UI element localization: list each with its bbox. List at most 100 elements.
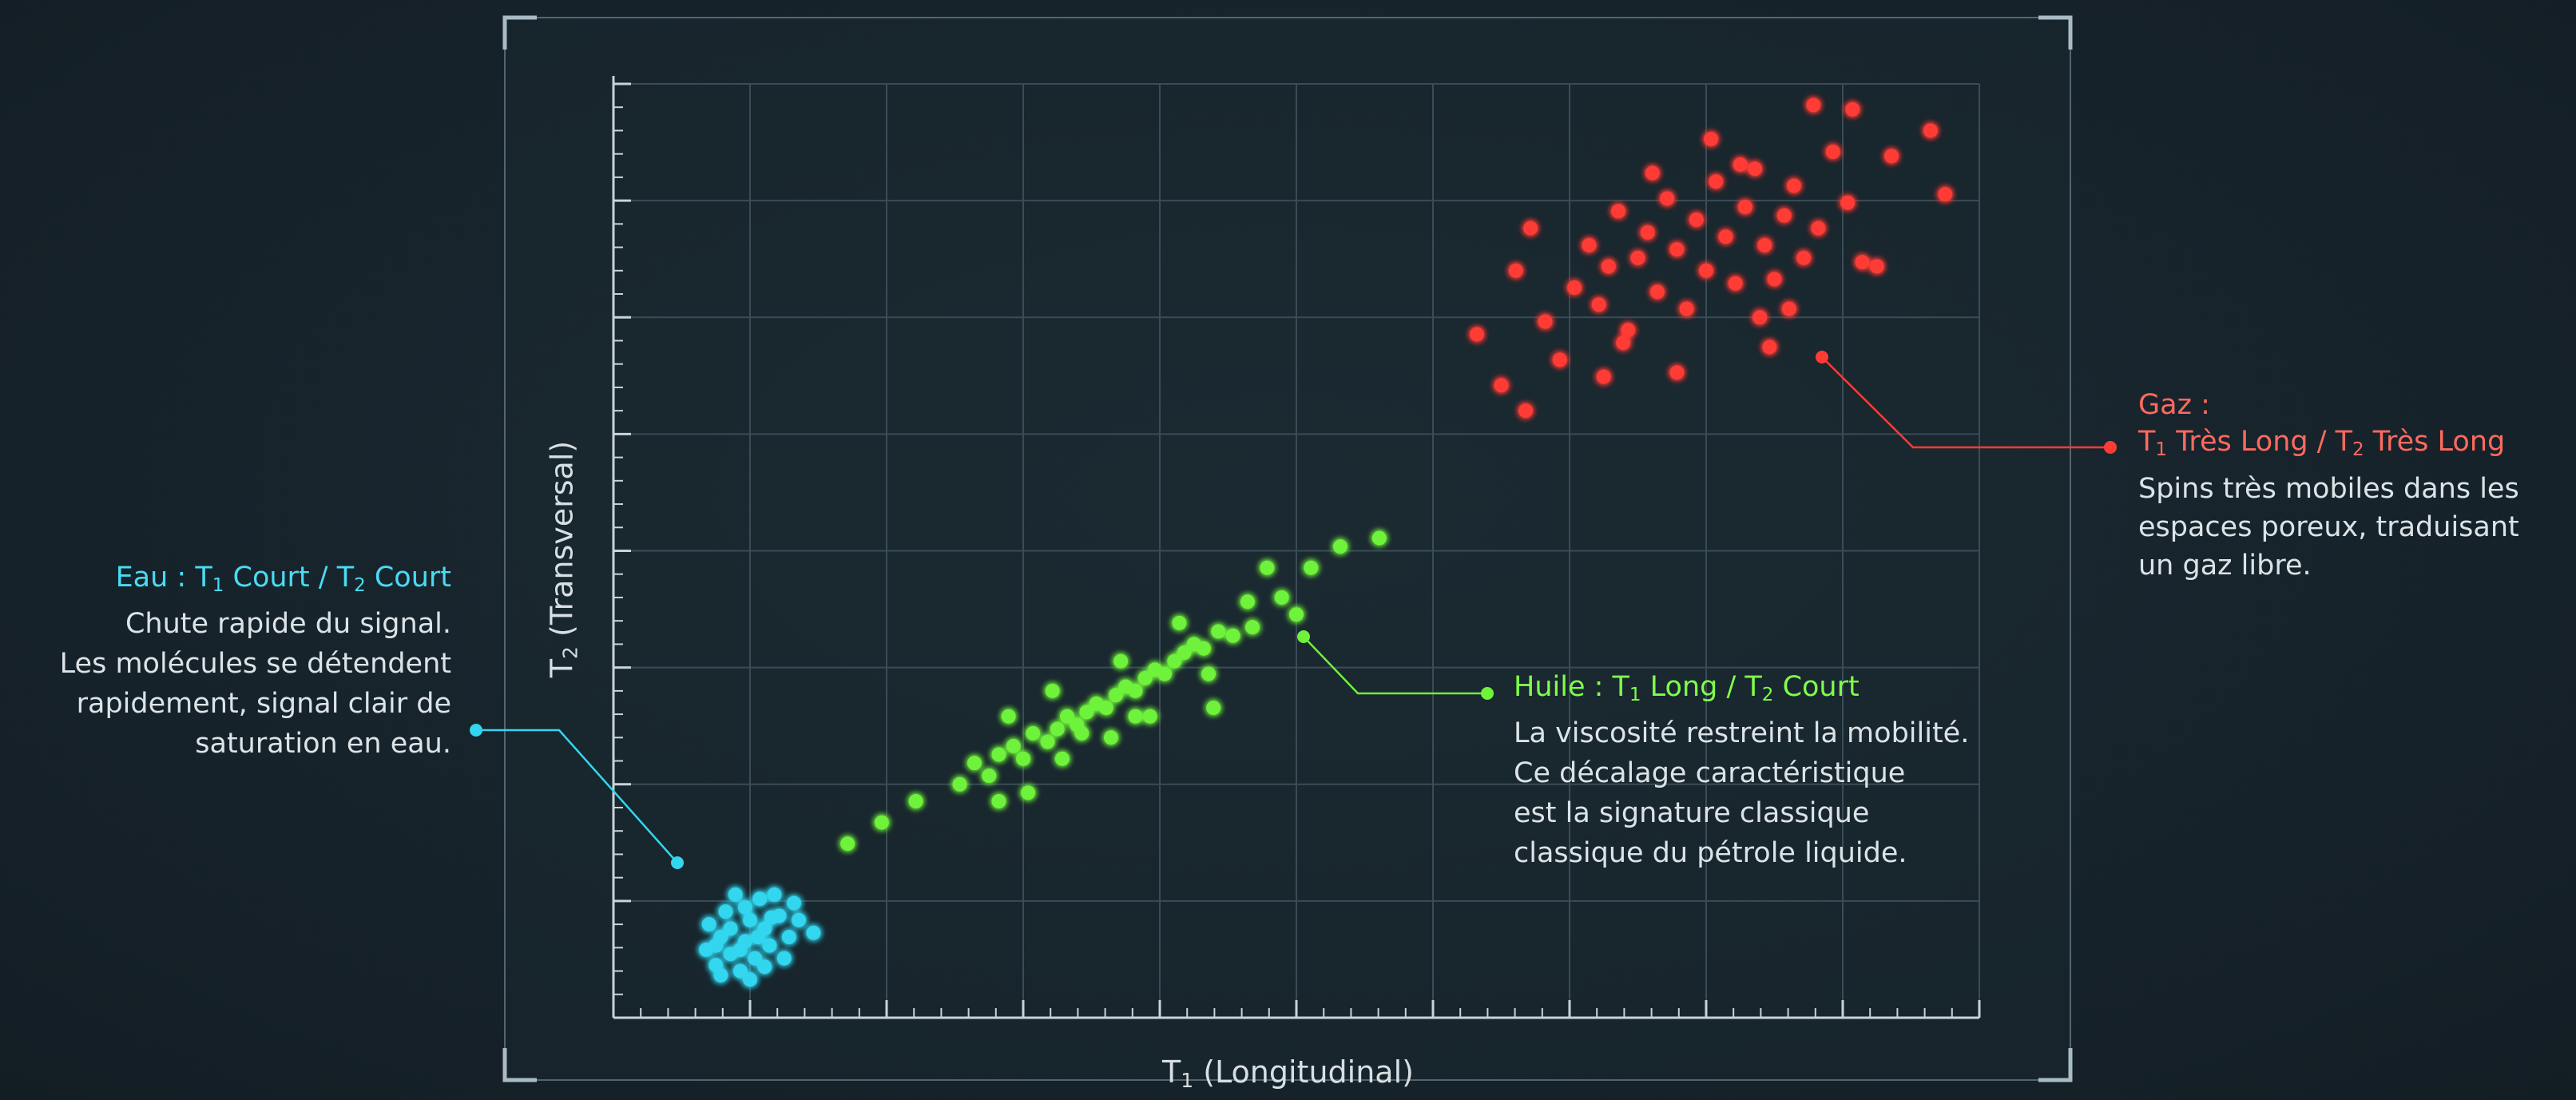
oil-point (1289, 607, 1304, 622)
oil-point (982, 768, 997, 784)
oil-point (1201, 666, 1217, 681)
gas-point (1689, 212, 1704, 228)
oil-point (1026, 725, 1041, 741)
annotation-line: espaces poreux, traduisant (2138, 511, 2519, 543)
leader-oil-dot (1481, 687, 1494, 700)
annotation-line: classique du pétrole liquide. (1514, 837, 1907, 869)
gas-point (1733, 157, 1748, 172)
gas-point (1752, 310, 1768, 325)
gas-point (1669, 365, 1685, 380)
y-axis-label: T2 (Transversal) (544, 440, 582, 678)
oil-point (1240, 594, 1255, 610)
water-point (701, 917, 716, 932)
oil-point (840, 836, 855, 852)
gas-point (1811, 220, 1826, 236)
oil-point (991, 794, 1006, 809)
oil-point (1128, 683, 1143, 698)
oil-point (1016, 751, 1030, 766)
oil-point (952, 776, 967, 792)
water-point (806, 925, 821, 940)
oil-point (1079, 705, 1094, 720)
annotation-line: Les molécules se détendent (59, 648, 451, 680)
annotation-line: Chute rapide du signal. (125, 608, 451, 640)
annotation-water: Eau : T1 Court / T2 Court Chute rapide d… (0, 559, 451, 764)
gas-point (1825, 145, 1840, 160)
data-points (699, 97, 1953, 987)
gas-point (1552, 352, 1567, 367)
annotation-oil: Huile : T1 Long / T2 Court La viscosité … (1514, 669, 2025, 873)
oil-point (1040, 734, 1055, 749)
oil-point (1196, 641, 1211, 656)
leader-gas-dot (2104, 441, 2117, 454)
annotation-oil-title: Huile : T1 Long / T2 Court (1514, 671, 1860, 705)
water-point (786, 895, 801, 911)
water-point (743, 912, 757, 927)
gas-point (1776, 208, 1792, 223)
annotation-oil-text: La viscosité restreint la mobilité. Ce d… (1514, 713, 2025, 873)
annotation-line: saturation en eau. (195, 728, 451, 760)
annotation-gas: Gaz : T1 Très Long / T2 Très Long Spins … (2138, 387, 2576, 585)
leader-water-anchor (671, 856, 684, 869)
gas-point (1669, 242, 1685, 257)
chart-frame (504, 17, 2071, 1081)
oil-point (1059, 709, 1074, 724)
annotation-line: Spins très mobiles dans les (2138, 473, 2519, 505)
leader-gas (1821, 356, 2110, 449)
gas-point (1582, 237, 1597, 252)
oil-point (1157, 666, 1173, 681)
oil-point (1113, 653, 1129, 669)
oil-point (1142, 709, 1157, 724)
gas-point (1538, 314, 1553, 329)
gas-point (1796, 250, 1812, 265)
oil-point (908, 794, 923, 809)
oil-point (1206, 701, 1221, 716)
gas-point (1869, 259, 1884, 274)
oil-point (1172, 615, 1187, 630)
annotation-gas-title: T1 Très Long / T2 Très Long (2138, 426, 2506, 460)
water-point (718, 904, 733, 919)
gas-point (1508, 263, 1523, 278)
water-point (767, 887, 782, 902)
annotation-line: La viscosité restreint la mobilité. (1514, 717, 1970, 749)
oil-point (874, 815, 889, 830)
gas-point (1640, 224, 1655, 240)
gas-point (1884, 149, 1899, 164)
gas-point (1621, 323, 1636, 338)
series-water (699, 887, 821, 987)
annotation-line: rapidement, signal clair de (76, 688, 451, 720)
leader-oil-anchor (1297, 630, 1310, 643)
water-point (732, 942, 748, 957)
water-point (781, 930, 796, 945)
oil-point (1074, 725, 1090, 741)
gas-point (1523, 220, 1538, 236)
annotation-water-title: Eau : T1 Court / T2 Court (115, 562, 451, 596)
oil-point (1177, 645, 1192, 661)
oil-point (1045, 683, 1060, 698)
oil-point (1050, 721, 1065, 737)
oil-point (1211, 624, 1226, 639)
gas-point (1567, 280, 1582, 296)
oil-point (991, 747, 1006, 762)
frame-corners (502, 15, 2073, 1082)
oil-point (1128, 709, 1143, 724)
gas-point (1781, 301, 1796, 316)
oil-point (1098, 701, 1113, 716)
gas-point (1786, 178, 1801, 193)
annotation-line: Ce décalage caractéristique (1514, 757, 1906, 789)
oil-point (966, 756, 982, 771)
oil-point (1103, 730, 1118, 745)
gas-point (1855, 255, 1870, 270)
water-point (748, 951, 763, 966)
gas-point (1679, 301, 1694, 316)
water-point (750, 930, 765, 945)
gas-point (1660, 191, 1675, 206)
water-point (713, 967, 728, 983)
leader-lines (470, 351, 2117, 869)
oil-point (1137, 670, 1153, 685)
gas-point (1709, 174, 1724, 189)
water-point (723, 921, 738, 936)
oil-point (1021, 785, 1036, 800)
water-point (728, 887, 743, 902)
water-point (776, 951, 792, 966)
